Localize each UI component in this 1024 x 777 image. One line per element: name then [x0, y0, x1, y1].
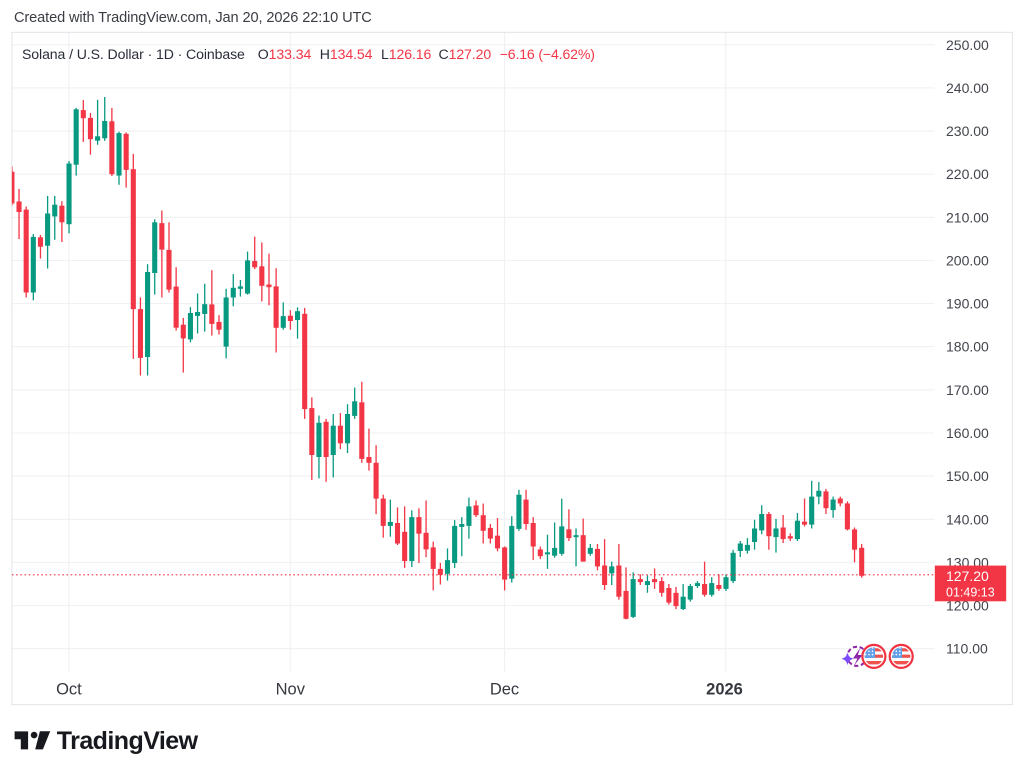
svg-text:150.00: 150.00 [946, 468, 989, 484]
svg-text:250.00: 250.00 [946, 37, 989, 53]
svg-text:190.00: 190.00 [946, 296, 989, 312]
svg-text:Nov: Nov [276, 681, 306, 699]
svg-text:Oct: Oct [56, 681, 82, 699]
svg-text:240.00: 240.00 [946, 80, 989, 96]
svg-text:Dec: Dec [490, 681, 519, 699]
svg-text:170.00: 170.00 [946, 382, 989, 398]
svg-text:160.00: 160.00 [946, 425, 989, 441]
svg-text:110.00: 110.00 [946, 641, 988, 657]
svg-text:120.00: 120.00 [946, 598, 989, 614]
svg-text:2026: 2026 [706, 681, 743, 699]
svg-text:200.00: 200.00 [946, 253, 989, 269]
svg-text:220.00: 220.00 [946, 166, 989, 182]
svg-text:127.20: 127.20 [946, 568, 989, 584]
svg-text:210.00: 210.00 [946, 209, 989, 225]
svg-text:01:49:13: 01:49:13 [946, 586, 995, 600]
svg-text:180.00: 180.00 [946, 339, 989, 355]
svg-text:TradingView: TradingView [57, 727, 199, 755]
svg-text:140.00: 140.00 [946, 511, 989, 527]
svg-text:230.00: 230.00 [946, 123, 989, 139]
